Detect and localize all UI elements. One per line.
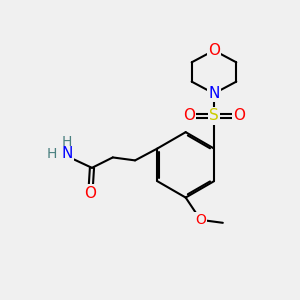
Text: S: S (209, 108, 219, 123)
Text: O: O (208, 43, 220, 58)
Text: H: H (47, 147, 57, 161)
Text: O: O (195, 213, 206, 227)
Text: N: N (208, 86, 220, 101)
Text: N: N (61, 146, 73, 161)
Text: O: O (183, 108, 195, 123)
Text: O: O (85, 186, 97, 201)
Text: O: O (233, 108, 245, 123)
Text: H: H (62, 135, 73, 149)
Text: N: N (208, 86, 220, 101)
